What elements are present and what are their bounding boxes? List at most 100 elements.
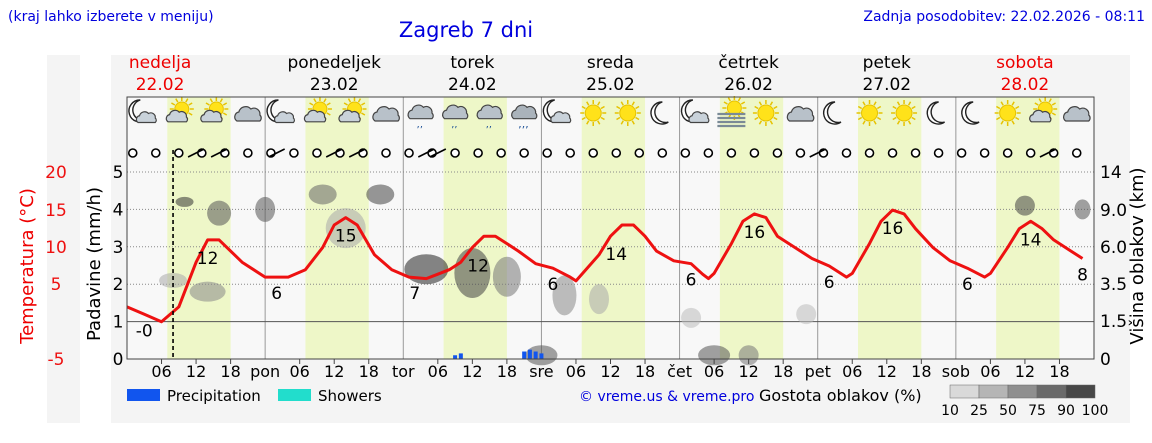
hour-label: 06 [566,362,586,381]
wind-calm-marker [910,148,921,158]
density-swatch [1007,384,1038,399]
svg-text:’’: ’’ [451,125,457,136]
temperature-label: 6 [548,275,559,295]
precipitation-bar [527,349,532,359]
wind-calm-marker [519,148,529,158]
moon-cloud-icon [542,99,572,124]
daytime-bands [127,97,1094,359]
precipitation-bar [453,355,458,359]
density-tick: 75 [1028,403,1046,419]
last-updated: Zadnja posodobitev: 22.02.2026 - 08:11 [863,9,1145,25]
temperature-tick: 15 [45,201,67,221]
hour-label: 06 [151,362,171,381]
wind-calm-marker [243,148,253,158]
day-name: sreda [587,53,634,73]
temperature-label: 6 [686,271,697,291]
cloud-height-axis-title: Višina oblakov (km) [1127,167,1148,344]
temperature-label: 16 [744,223,766,243]
temperature-label: 6 [824,273,835,293]
left-panel [47,55,80,423]
wind-calm-marker [174,148,184,158]
sun-icon [580,100,607,126]
svg-text:’’: ’’ [486,125,492,136]
cloud-density-patch [796,304,817,325]
cloud-height-tick: 0 [1100,350,1111,370]
density-tick: 100 [1082,403,1109,419]
wind-barb [348,148,366,158]
hour-label: 06 [980,362,1000,381]
wind-calm-marker [933,148,944,158]
wind-calm-marker [473,148,483,158]
sun-cloud-icon [165,97,194,123]
temperature-tick: 10 [45,238,67,258]
wind-calm-marker [772,148,783,158]
hour-label: 06 [704,362,724,381]
day-date: 26.02 [724,75,773,95]
density-tick: 90 [1057,403,1075,419]
hour-label: 18 [911,362,931,381]
precipitation-swatch [127,389,160,401]
hour-label: 12 [877,362,897,381]
daytime-band [443,97,507,359]
precipitation-tick: 3 [113,238,124,258]
temperature-label: 14 [1020,230,1042,250]
day-abbrev-label: čet [667,362,692,381]
temperature-tick: -5 [48,350,65,370]
cloud-density-patch [1074,199,1091,220]
hour-label: 12 [324,362,344,381]
cloud-density-patch [255,196,276,222]
hour-label: 18 [773,362,793,381]
cloud-density-patch [308,184,337,205]
precipitation-tick: 5 [113,163,124,183]
wind-barb [210,148,228,158]
day-name: petek [863,53,911,73]
wind-calm-marker [726,148,737,158]
svg-text:’’’: ’’’ [518,124,529,137]
temperature-tick: 20 [45,163,67,183]
temperature-label: 14 [605,245,627,265]
showers-swatch [278,389,311,401]
cloud-density-patch [175,196,194,207]
moon-cloud-icon [266,99,296,124]
cloud-density-patch [189,281,226,302]
density-tick: 25 [970,403,988,419]
precipitation-tick: 4 [113,200,124,220]
wind-calm-marker [312,148,322,158]
cloud-icon [234,106,262,122]
hour-label: 12 [1015,362,1035,381]
temperature-label: 12 [467,256,489,276]
header-hint[interactable]: (kraj lahko izberete v meniju) [8,9,214,25]
day-date: 23.02 [310,75,359,95]
temperature-label: 16 [882,219,904,239]
svg-text:’’: ’’ [417,125,423,136]
day-date: 25.02 [586,75,635,95]
wind-barb [417,148,435,158]
cloud-density-patch [325,208,366,249]
cloud-drizzle-icon: ’’ [407,104,434,136]
moon-cloud-icon [128,99,157,124]
sun-icon [994,100,1021,126]
temperature-labels: -0 12 6 15 7 12 6 14 6 16 6 16 6 14 8 [136,219,1088,341]
wind-barb [268,148,286,158]
wind-calm-marker [611,148,622,158]
wind-calm-marker [565,148,576,158]
wind-calm-marker [795,148,806,158]
temperature-label: 15 [335,227,357,247]
wind-calm-marker [127,148,138,158]
wind-calm-marker [381,148,391,158]
wind-calm-marker [887,148,898,158]
cloud-density-patch [1014,195,1035,216]
moon-icon [961,101,980,125]
density-tick: 10 [941,403,959,419]
density-swatch [978,384,1009,399]
hour-label: 18 [1049,362,1069,381]
cloud-density-patch [366,184,395,205]
cloud-density-patch [738,345,759,366]
sun-cloud-icon [303,97,332,123]
wind-calm-marker [749,148,760,158]
copyright-link[interactable]: © vreme.us & vreme.pro [579,389,754,405]
legend-showers: Showers [318,387,382,405]
wind-barb [325,148,343,158]
